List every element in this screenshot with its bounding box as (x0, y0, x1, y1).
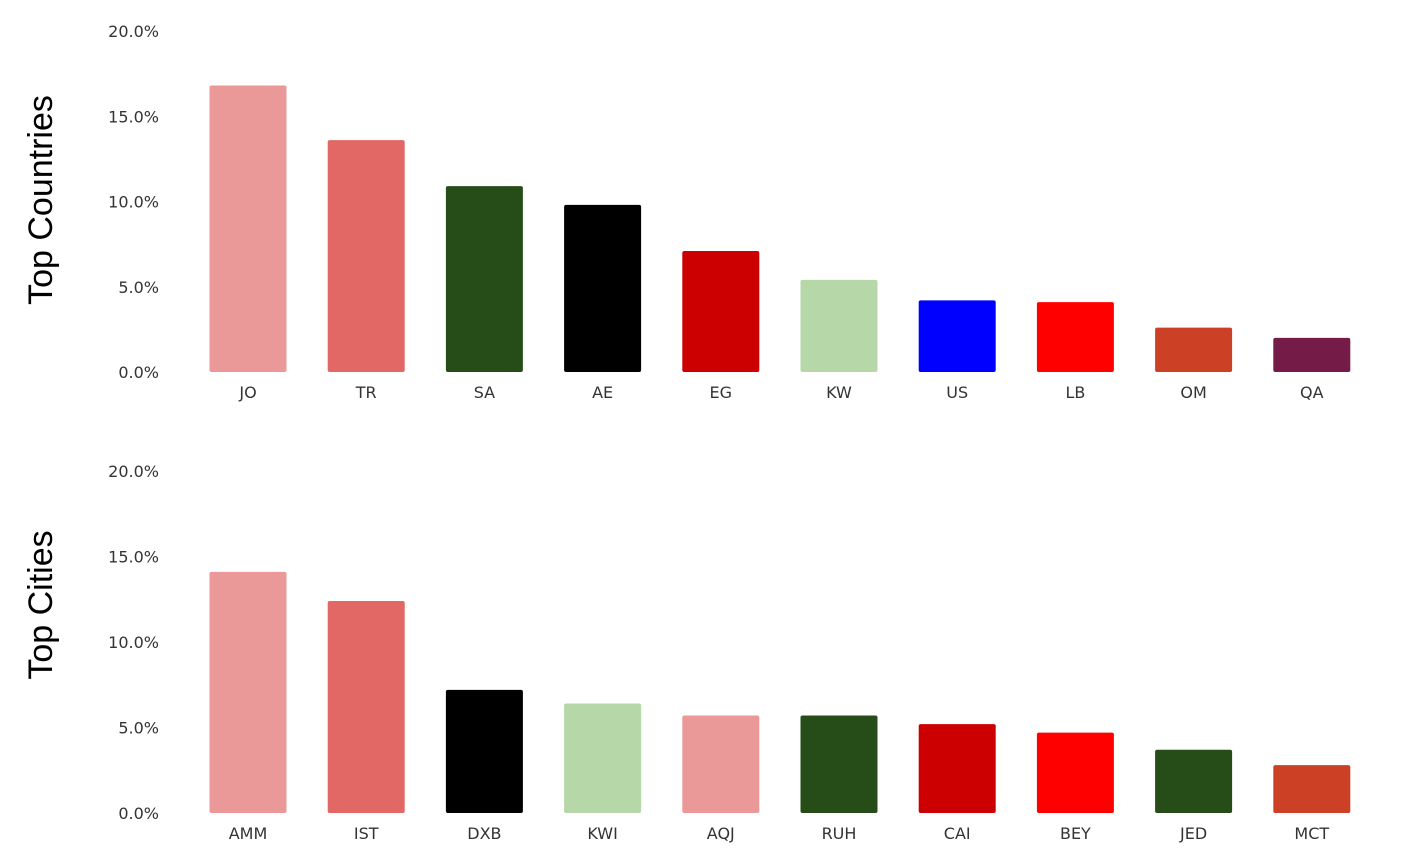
y-axis-title-cities: Top Cities (22, 530, 60, 679)
bar-sa[interactable] (445, 186, 523, 372)
x-tick-label: KW (826, 383, 852, 402)
x-tick-label: QA (1300, 383, 1324, 402)
bar-amm[interactable] (209, 571, 287, 813)
bar-mct[interactable] (1273, 765, 1351, 813)
bar-ae[interactable] (564, 204, 642, 372)
x-tick-label: JED (1179, 824, 1207, 843)
bar-cai[interactable] (918, 724, 996, 813)
y-tick-label: 0.0% (118, 363, 159, 382)
y-tick-label: 5.0% (118, 278, 159, 297)
x-tick-label: AE (592, 383, 613, 402)
bar-kwi[interactable] (564, 703, 642, 813)
bar-jed[interactable] (1155, 749, 1233, 813)
x-tick-label: LB (1065, 383, 1085, 402)
x-tick-label: DXB (467, 824, 501, 843)
bar-ist[interactable] (327, 600, 405, 813)
x-tick-label: KWI (587, 824, 617, 843)
bar-om[interactable] (1155, 327, 1233, 372)
x-tick-label: MCT (1294, 824, 1329, 843)
x-tick-label: US (946, 383, 968, 402)
bar-dxb[interactable] (445, 689, 523, 813)
bar-kw[interactable] (800, 279, 878, 372)
bar-qa[interactable] (1273, 337, 1351, 372)
x-tick-label: AQJ (707, 824, 735, 843)
bar-tr[interactable] (327, 140, 405, 372)
x-tick-label: IST (354, 824, 379, 843)
y-tick-label: 5.0% (118, 719, 159, 738)
y-tick-label: 10.0% (108, 633, 159, 652)
bar-us[interactable] (918, 300, 996, 372)
bar-lb[interactable] (1036, 302, 1114, 372)
x-tick-label: TR (355, 383, 377, 402)
x-tick-label: JO (238, 383, 256, 402)
bar-eg[interactable] (682, 250, 760, 372)
y-tick-label: 10.0% (108, 193, 159, 212)
bar-bey[interactable] (1036, 732, 1114, 813)
y-tick-label: 20.0% (108, 22, 159, 41)
y-tick-label: 15.0% (108, 107, 159, 126)
x-tick-label: OM (1180, 383, 1206, 402)
chart-panel-countries: Top Countries 0.0% 5.0% 10.0% 15.0% 20.0% JO T… (22, 22, 1351, 402)
chart-panel-cities: Top Cities 0.0% 5.0% 10.0% 15.0% 20.0% AMM IST… (22, 462, 1351, 843)
bar-jo[interactable] (209, 85, 287, 372)
bar-aqj[interactable] (682, 715, 760, 813)
y-tick-label: 0.0% (118, 804, 159, 823)
y-tick-label: 20.0% (108, 462, 159, 481)
x-tick-label: SA (474, 383, 495, 402)
x-tick-label: AMM (229, 824, 268, 843)
y-tick-label: 15.0% (108, 548, 159, 567)
y-axis-title-countries: Top Countries (22, 95, 60, 305)
bar-ruh[interactable] (800, 715, 878, 813)
x-tick-label: RUH (822, 824, 857, 843)
x-tick-label: BEY (1060, 824, 1091, 843)
x-tick-label: CAI (944, 824, 971, 843)
x-tick-label: EG (710, 383, 733, 402)
